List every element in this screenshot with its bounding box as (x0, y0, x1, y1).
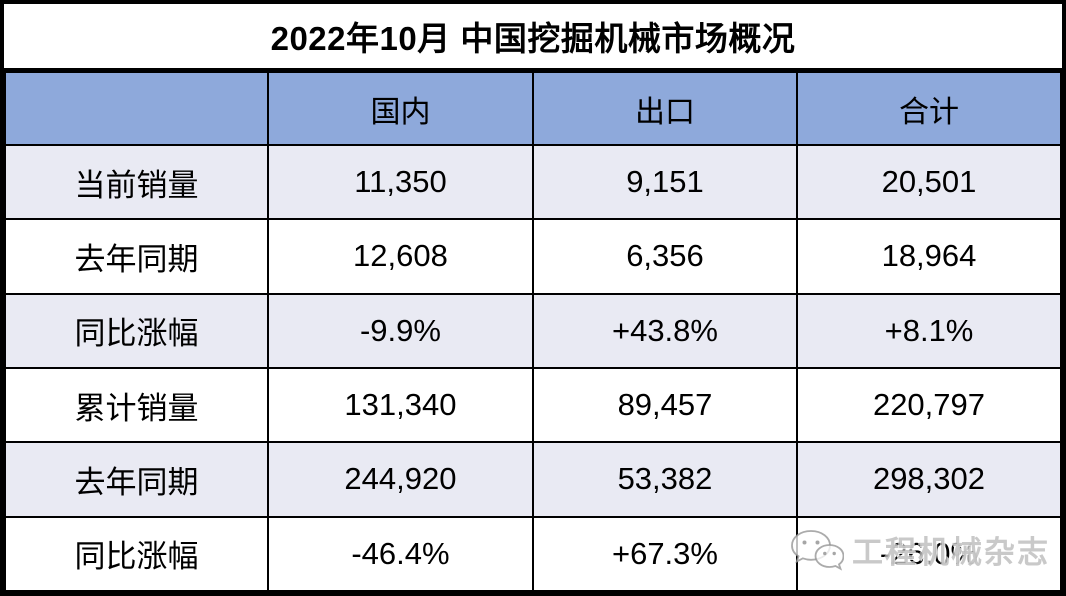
table-title: 2022年10月 中国挖掘机械市场概况 (4, 4, 1062, 71)
cell-total: -26.0% (795, 515, 1063, 593)
header-cell-domestic: 国内 (266, 71, 534, 146)
row-label: 同比涨幅 (4, 515, 269, 593)
table-row-yoy-change: 同比涨幅 -9.9% +43.8% +8.1% (4, 292, 1063, 369)
cell-export: +67.3% (531, 515, 798, 593)
header-row: 国内 出口 合计 (4, 71, 1063, 146)
table-row-cumulative-yoy-change: 同比涨幅 -46.4% +67.3% -26.0% (4, 515, 1063, 593)
cell-domestic: -9.9% (266, 292, 534, 369)
cell-export: 6,356 (531, 218, 798, 295)
header-cell-blank (4, 71, 269, 146)
table-row-cumulative-last-year: 去年同期 244,920 53,382 298,302 (4, 441, 1063, 518)
cell-total: 298,302 (795, 441, 1063, 518)
table-row-cumulative-sales: 累计销量 131,340 89,457 220,797 (4, 366, 1063, 444)
row-label: 当前销量 (4, 143, 269, 221)
market-data-table: 国内 出口 合计 当前销量 11,350 9,151 20,501 去年同期 1… (4, 71, 1063, 593)
cell-total: 220,797 (795, 366, 1063, 444)
header-cell-export: 出口 (531, 71, 798, 146)
header-cell-total: 合计 (795, 71, 1063, 146)
row-label: 去年同期 (4, 218, 269, 295)
cell-total: 20,501 (795, 143, 1063, 221)
cell-domestic: 12,608 (266, 218, 534, 295)
row-label: 累计销量 (4, 366, 269, 444)
row-label: 去年同期 (4, 441, 269, 518)
cell-export: +43.8% (531, 292, 798, 369)
cell-export: 9,151 (531, 143, 798, 221)
cell-domestic: -46.4% (266, 515, 534, 593)
table-row-last-year-same-period: 去年同期 12,608 6,356 18,964 (4, 218, 1063, 295)
cell-domestic: 244,920 (266, 441, 534, 518)
cell-export: 89,457 (531, 366, 798, 444)
cell-total: 18,964 (795, 218, 1063, 295)
cell-domestic: 131,340 (266, 366, 534, 444)
row-label: 同比涨幅 (4, 292, 269, 369)
cell-domestic: 11,350 (266, 143, 534, 221)
table-row-current-sales: 当前销量 11,350 9,151 20,501 (4, 143, 1063, 221)
cell-export: 53,382 (531, 441, 798, 518)
cell-total: +8.1% (795, 292, 1063, 369)
